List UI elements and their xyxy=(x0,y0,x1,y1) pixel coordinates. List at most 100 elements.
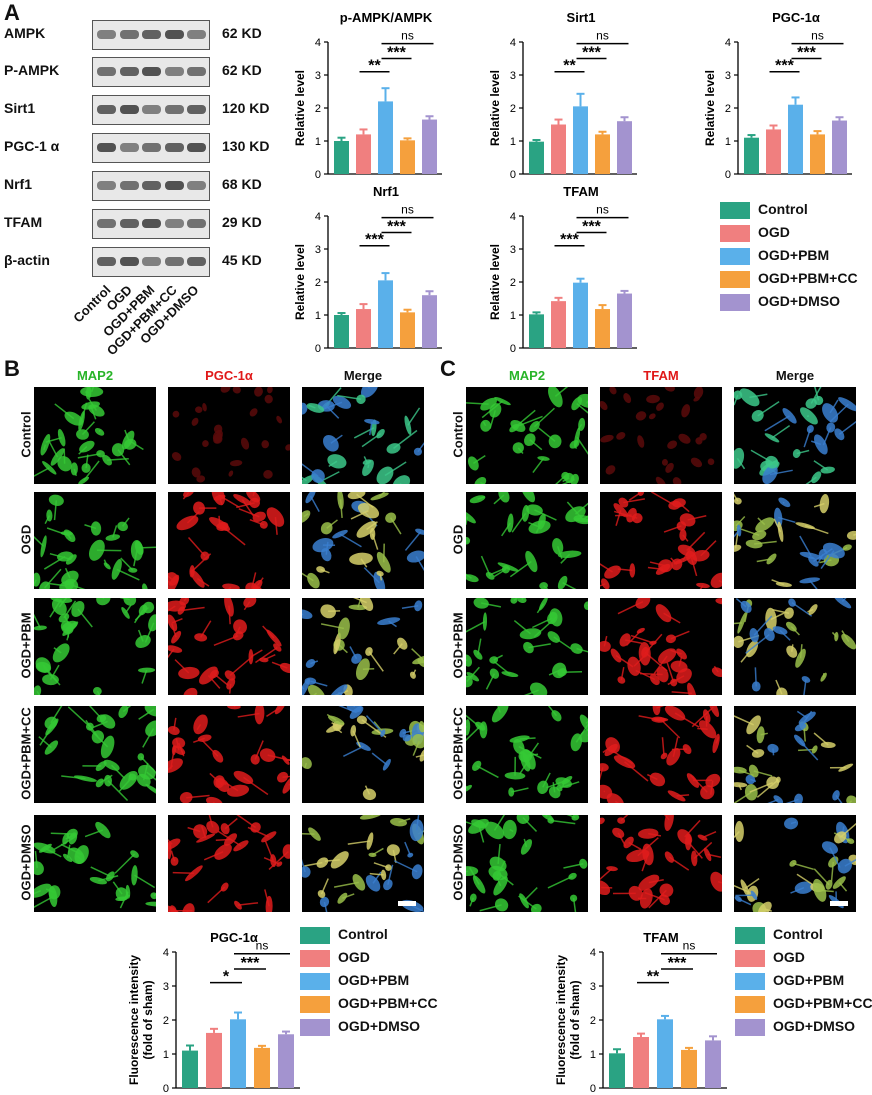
cell-process xyxy=(328,460,338,468)
cell-process xyxy=(34,579,37,587)
cell-process xyxy=(853,859,856,865)
cell-blob xyxy=(307,572,320,589)
cell-blob xyxy=(168,645,183,653)
cell-blob xyxy=(681,404,691,418)
cell-process xyxy=(799,535,812,557)
cell-blob xyxy=(819,493,830,514)
cell-process xyxy=(47,439,59,458)
cell-process xyxy=(207,675,221,689)
cell-process xyxy=(254,740,264,760)
cell-process xyxy=(238,508,260,518)
cell-blob xyxy=(93,686,102,695)
cell-process xyxy=(411,648,424,661)
blot-band xyxy=(142,219,161,228)
cell-process xyxy=(839,822,856,838)
cell-blob xyxy=(737,612,747,634)
cell-process xyxy=(369,872,384,876)
cell-blob xyxy=(412,654,424,665)
cell-blob xyxy=(195,406,203,414)
cell-process xyxy=(34,890,42,895)
y-tick-label: 4 xyxy=(315,37,321,49)
blot-strip xyxy=(92,133,210,163)
chart-title: Nrf1 xyxy=(373,184,399,199)
cell-process xyxy=(693,841,713,859)
cell-blob xyxy=(501,671,519,678)
cell-blob xyxy=(414,600,423,612)
cell-blob xyxy=(376,466,394,484)
legend-label: OGD+DMSO xyxy=(338,1018,421,1034)
cell-process xyxy=(302,476,307,482)
cell-process xyxy=(58,598,68,608)
cell-blob xyxy=(813,434,828,455)
cell-process xyxy=(670,649,682,655)
cell-blob xyxy=(406,550,424,563)
cell-process xyxy=(138,708,155,720)
cell-blob xyxy=(213,494,226,501)
cell-process xyxy=(236,815,257,829)
cell-process xyxy=(42,666,61,686)
cell-process xyxy=(77,453,101,459)
cell-process xyxy=(302,686,305,690)
bar-ogd-pbm-cc xyxy=(595,309,610,348)
cell-process xyxy=(753,615,773,636)
cell-process xyxy=(337,394,362,401)
cell-blob xyxy=(362,459,372,465)
micrograph xyxy=(466,706,588,803)
legend-label: OGD+PBM xyxy=(773,972,845,988)
cell-process xyxy=(271,661,288,669)
cell-process xyxy=(34,850,38,869)
blot-band xyxy=(97,257,116,266)
cell-process xyxy=(350,509,369,520)
cell-blob xyxy=(196,475,206,483)
cell-process xyxy=(624,761,649,782)
cell-process xyxy=(715,737,720,744)
cell-process xyxy=(44,568,62,589)
cell-process xyxy=(407,407,421,426)
y-tick-label: 0 xyxy=(725,169,731,181)
cell-blob xyxy=(667,790,686,802)
cell-blob xyxy=(494,898,509,912)
cell-process xyxy=(67,706,91,728)
cell-process xyxy=(841,598,847,602)
y-tick-label: 3 xyxy=(163,981,169,993)
cell-blob xyxy=(466,784,473,792)
cell-process xyxy=(485,673,496,690)
cell-process xyxy=(678,656,683,667)
legend-label: Control xyxy=(758,201,808,217)
cell-process xyxy=(670,557,678,565)
cell-blob xyxy=(279,662,290,674)
cell-blob xyxy=(755,517,775,532)
cell-process xyxy=(625,630,642,647)
cell-process xyxy=(735,515,746,527)
cell-process xyxy=(363,456,368,463)
legend-label: OGD xyxy=(773,949,805,965)
significance-label: ns xyxy=(683,939,696,953)
cell-process xyxy=(734,531,739,549)
cell-process xyxy=(181,606,205,612)
micrograph xyxy=(734,598,856,695)
cell-blob xyxy=(479,721,488,739)
cell-blob xyxy=(317,890,326,898)
y-tick-label: 4 xyxy=(315,211,321,223)
cell-process xyxy=(218,497,223,506)
cell-blob xyxy=(302,402,308,415)
cell-blob xyxy=(193,824,208,839)
cell-process xyxy=(88,398,98,411)
cell-process xyxy=(172,871,194,875)
cell-process xyxy=(134,874,156,889)
cell-process xyxy=(550,819,576,825)
cell-process xyxy=(303,513,309,518)
cell-process xyxy=(387,864,394,885)
y-tick-label: 2 xyxy=(510,277,516,289)
cell-blob xyxy=(600,763,609,772)
chart-nrf1: Nrf1 0 1 2 3 4 Relative level ****** ns xyxy=(293,184,442,355)
cell-blob xyxy=(171,630,182,644)
cell-process xyxy=(255,646,278,664)
blot-strip xyxy=(92,209,210,239)
bar-control xyxy=(609,1053,625,1088)
legend-label: OGD+DMSO xyxy=(758,293,841,309)
cell-blob xyxy=(600,434,614,443)
cell-blob xyxy=(240,437,250,450)
cell-process xyxy=(735,598,747,608)
cell-blob xyxy=(491,706,509,723)
